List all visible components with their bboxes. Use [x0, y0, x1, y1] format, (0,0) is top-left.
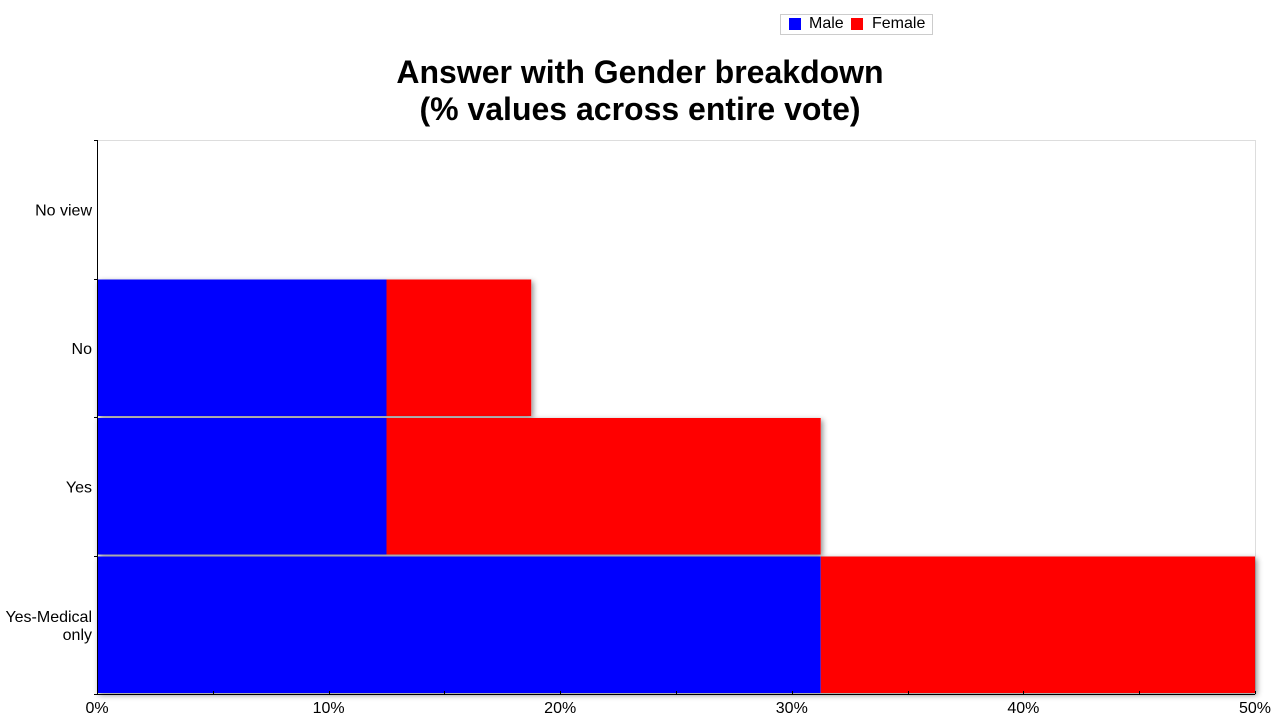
x-tick-label-0: 0% [85, 700, 108, 717]
bar-female-yes-medical-only [820, 556, 1255, 693]
x-tick-label-10: 10% [313, 700, 345, 717]
legend-label-male: Male [809, 15, 844, 32]
bar-male-yes-medical-only [97, 556, 821, 693]
bar-female-yes [386, 418, 821, 555]
y-tick-label-no-view: No view [35, 202, 92, 219]
bar-female-no [386, 279, 532, 416]
x-tick-label-50: 50% [1239, 700, 1271, 717]
y-tick-label-yes-medical-only: Yes-Medical only [5, 609, 92, 644]
legend-label-female: Female [872, 15, 925, 32]
y-tick-label-no: No [72, 341, 93, 358]
chart-title-line-1: Answer with Gender breakdown [396, 54, 883, 90]
chart-title-line-2: (% values across entire vote) [419, 91, 860, 127]
bar-male-no [97, 279, 387, 416]
legend: Male Female [780, 14, 933, 35]
x-tick-label-20: 20% [544, 700, 576, 717]
x-tick-label-30: 30% [776, 700, 808, 717]
axes-layer: No view No Yes Yes-Medical only 0% 10% 20% 30% 40… [5, 140, 1271, 717]
bars-layer [97, 279, 1255, 693]
x-tick-label-40: 40% [1007, 700, 1039, 717]
bar-male-yes [97, 418, 387, 555]
legend-swatch-female [851, 18, 863, 30]
legend-swatch-male [789, 18, 801, 30]
y-tick-label-yes: Yes [66, 479, 92, 496]
